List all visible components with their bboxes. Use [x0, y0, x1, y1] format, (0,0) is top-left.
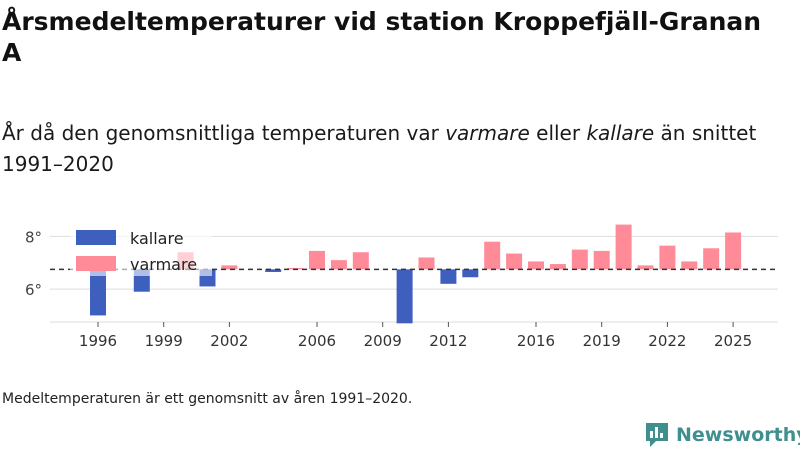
bar-2016 — [528, 261, 544, 270]
bar-2014 — [484, 241, 501, 270]
x-tick-label: 2019 — [583, 332, 621, 350]
bar-2006 — [309, 250, 325, 270]
chart-title: Årsmedeltemperaturer vid station Kroppef… — [2, 7, 762, 67]
bar-2019 — [593, 250, 610, 270]
bar-2018 — [571, 249, 588, 270]
x-tick-label: 2006 — [298, 332, 336, 350]
legend-label-warmer: varmare — [130, 255, 197, 274]
subtitle-text-2: eller — [529, 121, 587, 145]
subtitle-text-1: År då den genomsnittliga temperaturen va… — [2, 121, 446, 145]
x-tick-label: 2002 — [210, 332, 248, 350]
x-tick-label: 1999 — [145, 332, 183, 350]
bar-2011 — [418, 257, 435, 270]
y-tick-label: 6° — [25, 281, 42, 299]
x-tick-label: 1996 — [79, 332, 117, 350]
x-tick-label: 2022 — [648, 332, 686, 350]
y-tick-label: 8° — [25, 228, 42, 246]
x-tick-label: 2016 — [517, 332, 555, 350]
temperature-bar-chart: 6° 8° 1996 1999 2002 2006 2009 2012 2016 2019 2022… — [25, 224, 778, 350]
bar-2020 — [615, 224, 632, 270]
bar-2007 — [330, 260, 347, 270]
bar-2017 — [549, 264, 566, 270]
bar-2025 — [725, 232, 742, 270]
legend-swatch-warmer — [76, 256, 116, 271]
newsworthy-brand: Newsworthy — [644, 420, 800, 450]
bar-2021 — [637, 265, 654, 270]
legend-swatch-colder — [76, 230, 116, 245]
footnote: Medeltemperaturen är ett genomsnitt av å… — [2, 391, 413, 407]
bar-2015 — [506, 253, 523, 270]
bar-2002 — [221, 265, 238, 270]
bar-2012 — [440, 269, 457, 284]
x-tick-label: 2025 — [714, 332, 752, 350]
bar-2004 — [265, 269, 282, 272]
bar-2023 — [681, 261, 698, 270]
newsworthy-logo-icon — [646, 423, 668, 447]
subtitle-cold-word: kallare — [586, 121, 655, 145]
brand-name: Newsworthy — [676, 424, 800, 446]
bar-2013 — [462, 269, 479, 278]
bar-2008 — [352, 252, 369, 270]
subtitle-text-3: än snittet 1991–2020 — [2, 121, 757, 176]
legend-label-colder: kallare — [130, 229, 184, 248]
bar-2022 — [659, 245, 676, 270]
bar-2010 — [396, 269, 413, 324]
x-tick-label: 2012 — [429, 332, 467, 350]
bar-2024 — [703, 248, 720, 270]
subtitle-warm-word: varmare — [445, 121, 530, 145]
bar-1996 — [90, 269, 106, 316]
chart-subtitle: År då den genomsnittliga temperaturen va… — [2, 118, 792, 180]
x-tick-label: 2009 — [364, 332, 402, 350]
